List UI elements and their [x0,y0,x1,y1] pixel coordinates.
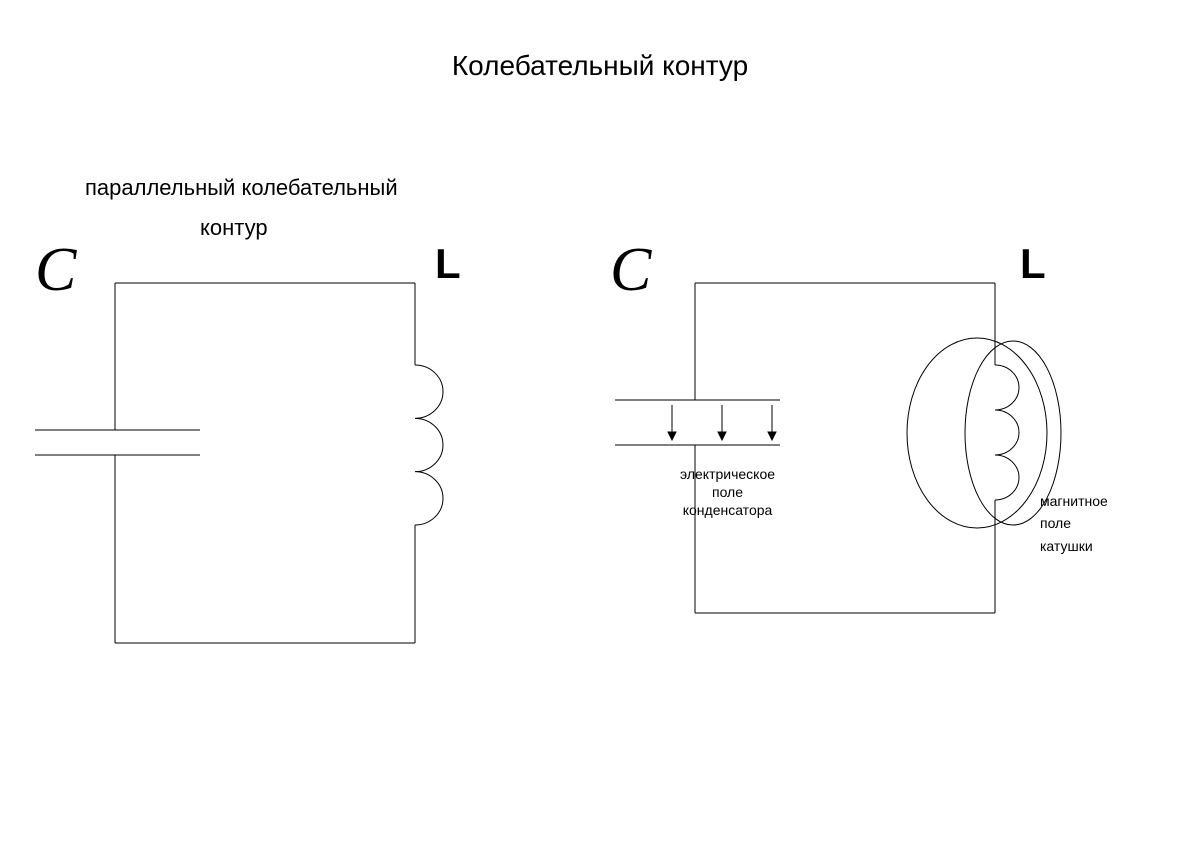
circuit-svg [0,0,1200,848]
